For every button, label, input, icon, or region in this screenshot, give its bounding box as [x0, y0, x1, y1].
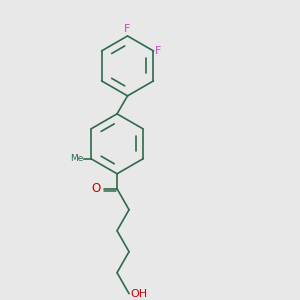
Text: Me: Me [70, 154, 83, 163]
Text: F: F [155, 46, 161, 56]
Text: O: O [91, 182, 101, 195]
Text: F: F [124, 25, 131, 34]
Text: OH: OH [130, 289, 148, 298]
